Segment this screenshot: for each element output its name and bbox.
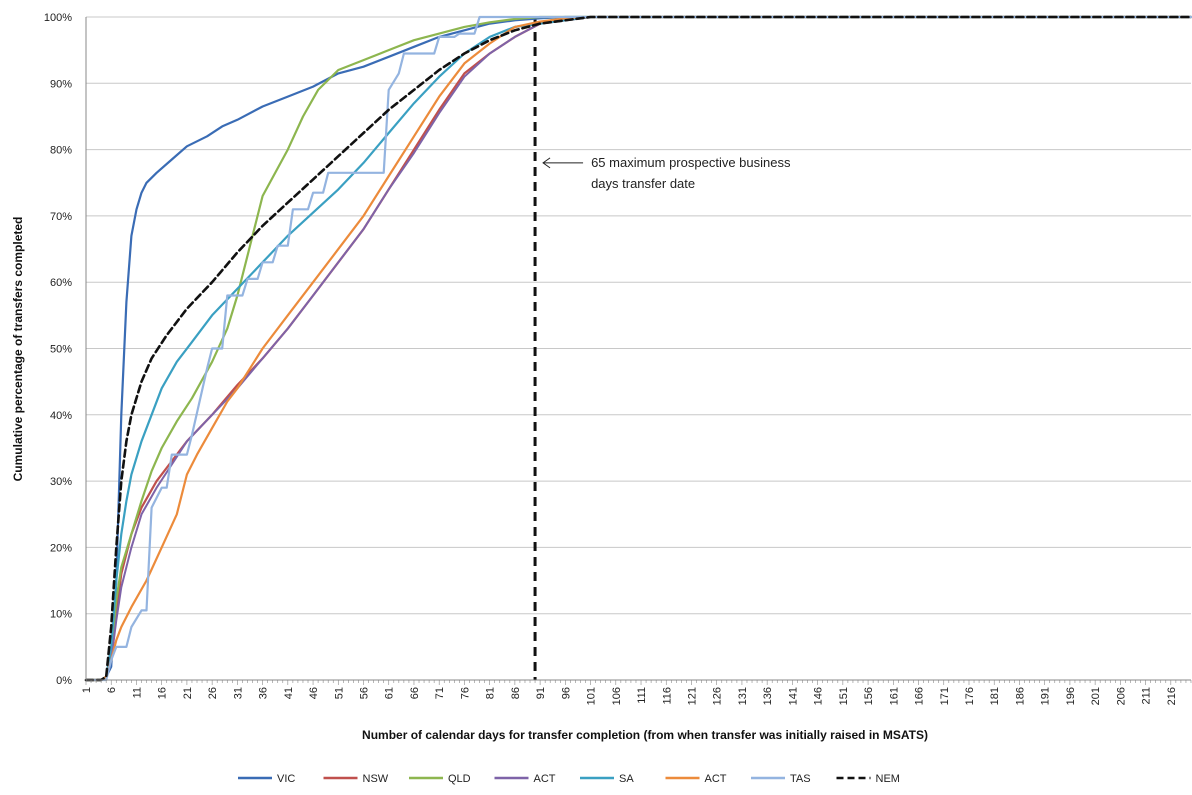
- x-tick-label: 201: [1090, 687, 1102, 705]
- x-tick-label: 21: [182, 687, 194, 699]
- y-tick-label: 40%: [50, 410, 72, 422]
- x-tick-label: 51: [333, 687, 345, 699]
- x-tick-label: 156: [863, 687, 875, 705]
- series-line-act: [85, 16, 1192, 681]
- x-tick-label: 166: [914, 687, 926, 705]
- x-tick-label: 196: [1065, 687, 1077, 705]
- legend-label: NSW: [363, 773, 389, 785]
- axes: 0%10%20%30%40%50%60%70%80%90%100%1 6 11 16 2…: [44, 12, 1192, 705]
- series-line-qld: [84, 15, 1192, 682]
- y-tick-label: 80%: [50, 145, 72, 157]
- x-tick-label: 66: [409, 687, 421, 699]
- legend-label: SA: [619, 773, 634, 785]
- x-tick-label: 161: [888, 687, 900, 705]
- x-tick-label: 91: [535, 687, 547, 699]
- x-tick-label: 176: [964, 687, 976, 705]
- series-line-tas: [84, 15, 1192, 682]
- x-tick-label: 36: [258, 687, 270, 699]
- y-tick-label: 70%: [50, 211, 72, 223]
- x-tick-label: 191: [1040, 687, 1052, 705]
- x-tick-label: 96: [560, 687, 572, 699]
- x-tick-label: 171: [939, 687, 951, 705]
- y-tick-label: 100%: [44, 12, 72, 24]
- series-group: [84, 15, 1192, 682]
- annotation-text-line: 65 maximum prospective business: [591, 155, 791, 170]
- x-tick-label: 71: [434, 687, 446, 699]
- x-tick-label: 56: [359, 687, 371, 699]
- x-tick-label: 181: [989, 687, 1001, 705]
- annotation-arrow-head: [542, 157, 551, 169]
- x-tick-label: 146: [813, 687, 825, 705]
- x-tick-label: 121: [686, 687, 698, 705]
- x-tick-label: 76: [459, 687, 471, 699]
- y-tick-label: 50%: [50, 344, 72, 356]
- x-tick-label: 101: [586, 687, 598, 705]
- legend-label: NEM: [876, 773, 900, 785]
- series-line-nem: [84, 15, 1192, 682]
- x-tick-label: 216: [1166, 687, 1178, 705]
- x-tick-label: 86: [510, 687, 522, 699]
- x-tick-label: 186: [1014, 687, 1026, 705]
- x-tick-label: 81: [485, 687, 497, 699]
- x-tick-label: 106: [611, 687, 623, 705]
- legend-label: TAS: [790, 773, 811, 785]
- annotation-group: 65 maximum prospective business days tran…: [542, 155, 791, 191]
- x-tick-label: 116: [661, 687, 673, 705]
- legend-label: VIC: [277, 773, 295, 785]
- x-tick-label: 151: [838, 687, 850, 705]
- x-tick-label: 26: [207, 687, 219, 699]
- x-tick-label: 16: [157, 687, 169, 699]
- annotation-text-line: days transfer date: [591, 176, 695, 191]
- x-tick-label: 131: [737, 687, 749, 705]
- series-line-vic: [84, 15, 1192, 682]
- x-tick-label: 211: [1141, 687, 1153, 705]
- x-axis-title: Number of calendar days for transfer com…: [362, 728, 928, 742]
- x-tick-label: 61: [384, 687, 396, 699]
- x-tick-label: 41: [283, 687, 295, 699]
- series-line-act: [84, 15, 1192, 682]
- y-tick-label: 30%: [50, 476, 72, 488]
- x-tick-label: 126: [712, 687, 724, 705]
- y-tick-label: 10%: [50, 609, 72, 621]
- x-tick-label: 6: [106, 687, 118, 693]
- x-tick-label: 11: [131, 687, 143, 698]
- x-tick-label: 111: [636, 687, 648, 704]
- y-tick-label: 20%: [50, 542, 72, 554]
- x-tick-label: 31: [232, 687, 244, 699]
- y-tick-label: 60%: [50, 277, 72, 289]
- legend-label: ACT: [705, 773, 727, 785]
- legend-label: QLD: [448, 773, 471, 785]
- y-tick-label: 0%: [56, 675, 72, 687]
- x-tick-label: 1: [81, 687, 93, 693]
- y-tick-label: 90%: [50, 78, 72, 90]
- legend: VIC NSW QLD ACT SA ACT TAS NEM: [238, 773, 900, 785]
- y-axis-title: Cumulative percentage of transfers compl…: [11, 217, 25, 482]
- x-tick-label: 206: [1115, 687, 1127, 705]
- x-tick-label: 141: [787, 687, 799, 705]
- legend-label: ACT: [534, 773, 556, 785]
- grid: [86, 16, 1191, 681]
- x-tick-label: 136: [762, 687, 774, 705]
- x-tick-label: 46: [308, 687, 320, 699]
